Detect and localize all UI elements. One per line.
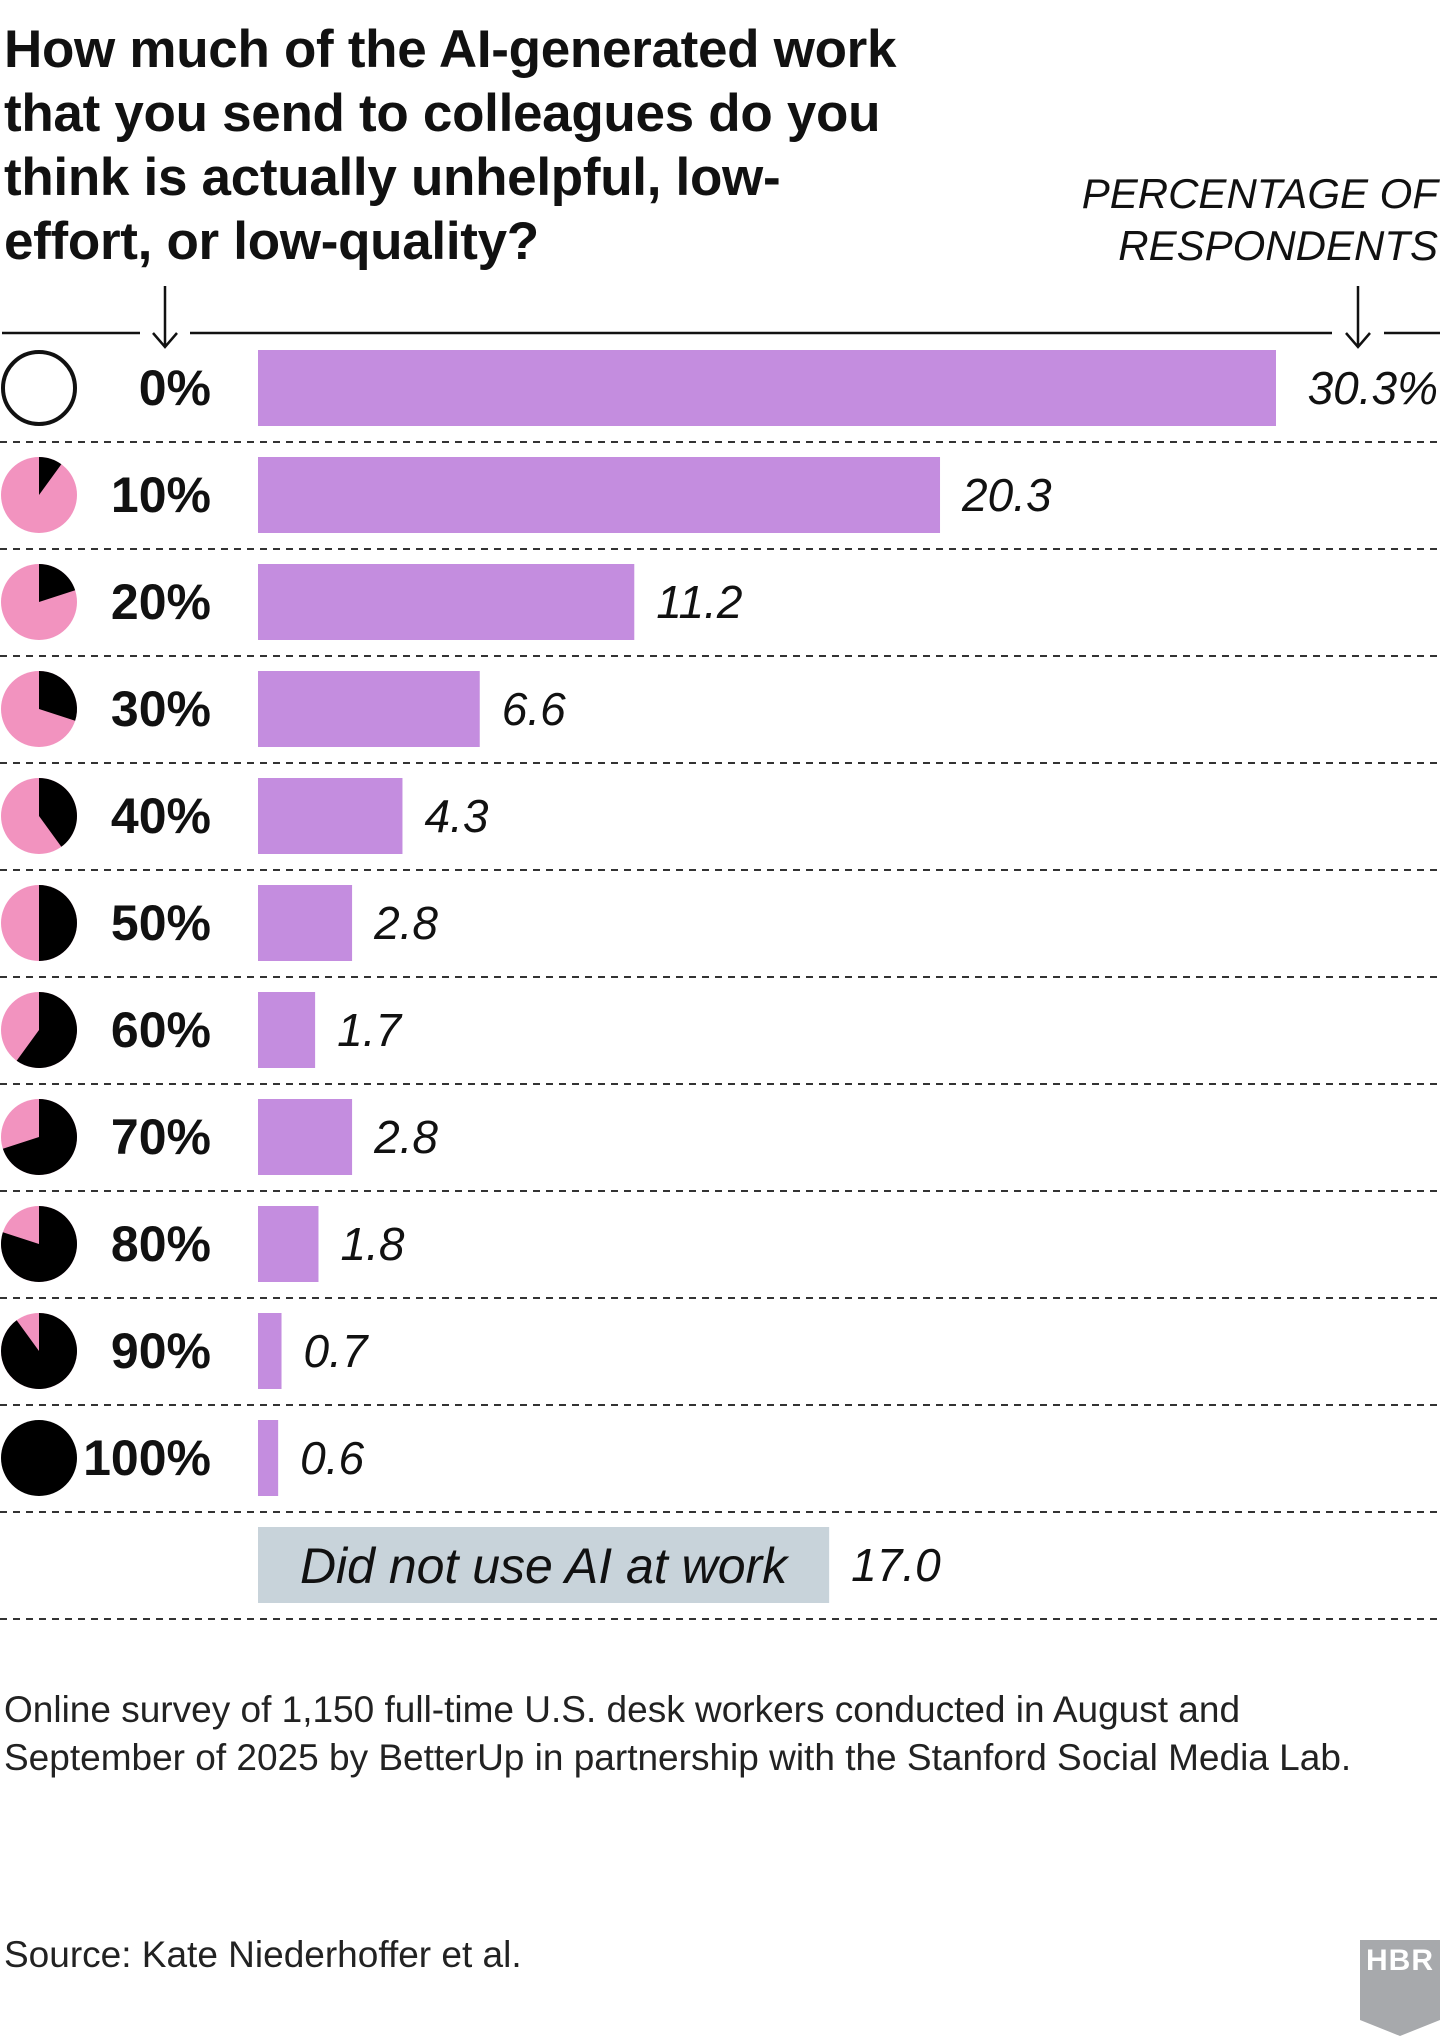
bar xyxy=(258,1206,319,1282)
chart-title: How much of the AI-generated work that y… xyxy=(4,20,897,271)
category-label: 40% xyxy=(111,788,211,844)
category-label: 60% xyxy=(111,1002,211,1058)
hbr-logo xyxy=(1360,1940,1440,2036)
pie-slice-icon xyxy=(39,457,62,495)
category-label: 80% xyxy=(111,1216,211,1272)
bar xyxy=(258,992,316,1068)
bar xyxy=(258,1099,353,1175)
category-arrow-icon xyxy=(152,286,178,349)
value-axis-label-line: PERCENTAGE OF xyxy=(1081,170,1438,217)
pie-slice-icon xyxy=(0,1313,77,1389)
pie-slice-icon xyxy=(2,1099,78,1175)
survey-note: Online survey of 1,150 full-time U.S. de… xyxy=(4,1689,1352,1778)
value-label: 17.0 xyxy=(851,1539,941,1591)
value-label: 0.7 xyxy=(304,1325,369,1377)
value-label: 20.3 xyxy=(961,469,1052,521)
empty-pie-icon xyxy=(1,350,77,426)
bar xyxy=(258,457,941,533)
category-label: 100% xyxy=(83,1430,211,1486)
category-label: 70% xyxy=(111,1109,211,1165)
bar-chart: 0% 30.3% 10% 20.3 20% 11.2 30% 6.6 40% 4.3 50% 2.8 6… xyxy=(0,286,1440,1620)
bar xyxy=(258,350,1276,426)
value-label: 4.3 xyxy=(424,790,488,842)
value-label: 6.6 xyxy=(502,683,566,735)
category-label: 50% xyxy=(111,895,211,951)
bar-other xyxy=(258,1527,830,1603)
value-arrow-icon xyxy=(1345,286,1371,349)
category-label: 0% xyxy=(139,360,211,416)
category-label: 30% xyxy=(111,681,211,737)
category-label-other: Did not use AI at work xyxy=(300,1538,790,1594)
bar xyxy=(258,885,353,961)
bar xyxy=(258,671,480,747)
pie-slice-icon xyxy=(39,671,77,721)
pie-slice-icon xyxy=(1,1206,78,1282)
bar xyxy=(258,1313,282,1389)
source-credit: Source: Kate Niederhoffer et al. xyxy=(4,1934,522,1975)
value-label: 2.8 xyxy=(373,897,438,949)
pie-slice-icon xyxy=(39,778,78,847)
category-label: 90% xyxy=(111,1323,211,1379)
value-label: 2.8 xyxy=(373,1111,438,1163)
value-axis-label-line: RESPONDENTS xyxy=(1118,222,1438,269)
hbr-logo-text: HBR xyxy=(1366,1944,1434,1977)
bar xyxy=(258,778,403,854)
bar xyxy=(258,1420,279,1496)
value-label: 30.3% xyxy=(1308,362,1438,414)
category-label: 20% xyxy=(111,574,211,630)
value-label: 1.8 xyxy=(340,1218,404,1270)
pie-slice-icon xyxy=(16,992,77,1068)
bar xyxy=(258,564,635,640)
full-pie-icon xyxy=(1,1420,77,1496)
category-label: 10% xyxy=(111,467,211,523)
value-label: 1.7 xyxy=(337,1004,402,1056)
pie-slice-icon xyxy=(39,564,76,602)
pie-slice-icon xyxy=(39,885,77,961)
value-label: 11.2 xyxy=(656,576,742,628)
value-label: 0.6 xyxy=(300,1432,364,1484)
value-axis-label: PERCENTAGE OF RESPONDENTS xyxy=(1082,168,1438,272)
